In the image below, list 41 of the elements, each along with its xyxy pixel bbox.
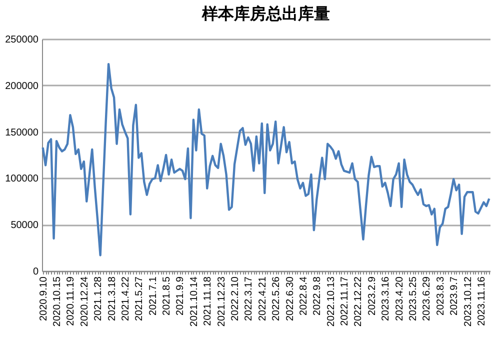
y-tick-label: 50000 (10, 220, 39, 232)
x-tick-label: 2022.6.30 (284, 276, 296, 321)
x-tick-label: 2020.10.15 (52, 276, 64, 327)
x-tick-label: 2021.10.14 (188, 276, 200, 327)
x-tick-label: 2022.9.8 (312, 276, 324, 316)
x-tick-label: 2023.9.7 (449, 276, 460, 316)
x-tick-label: 2023.2.9 (366, 276, 378, 316)
x-tick-label: 2021.8.5 (162, 276, 173, 316)
x-tick-label: 2022.8.4 (298, 276, 310, 316)
x-tick-label: 2022.12.22 (353, 276, 364, 327)
y-tick-label: 100000 (5, 174, 39, 185)
x-tick-label: 2023.11.16 (476, 276, 488, 326)
x-tick-label: 2021.12.23 (216, 276, 228, 327)
line-series (42, 62, 490, 256)
x-tick-label: 2021.7.1 (148, 276, 159, 316)
x-tick-label: 2021.4.22 (120, 276, 132, 321)
y-tick-label: 0 (32, 266, 39, 278)
x-tick-label: 2022.11.17 (340, 276, 351, 326)
x-tick-label: 2021.5.27 (134, 276, 146, 321)
x-tick-label: 2021.3.18 (106, 276, 118, 321)
x-tick-label: 2022.5.26 (271, 276, 282, 321)
x-tick-label: 2023.3.16 (380, 276, 392, 321)
y-tick-label: 150000 (5, 127, 39, 138)
chart-title: 样本库房总出库量 (201, 4, 330, 23)
x-tick-label: 2023.10.12 (462, 276, 474, 327)
x-tick-label: 2023.8.3 (435, 276, 446, 316)
x-tick-label: 2022.4.21 (257, 276, 268, 321)
x-tick-label: 2020.11.19 (66, 276, 77, 326)
x-tick-label: 2023.5.25 (408, 276, 420, 321)
x-tick-label: 2022.3.17 (244, 276, 255, 321)
x-tick-label: 2021.1.28 (93, 276, 104, 321)
x-tick-label: 2023.6.29 (422, 276, 433, 321)
x-tick-label: 2022.2.10 (230, 276, 242, 321)
x-tick-label: 2020.9.10 (38, 276, 50, 321)
y-tick-label: 250000 (5, 34, 39, 46)
y-tick-label: 200000 (5, 80, 39, 92)
x-tick-label: 2022.10.13 (326, 276, 337, 327)
x-tick-label: 2021.11.18 (202, 276, 214, 326)
x-tick-label: 2021.9.9 (175, 276, 186, 316)
x-tick-label: 2023.4.20 (394, 276, 406, 321)
x-tick-label: 2020.12.24 (79, 276, 90, 327)
